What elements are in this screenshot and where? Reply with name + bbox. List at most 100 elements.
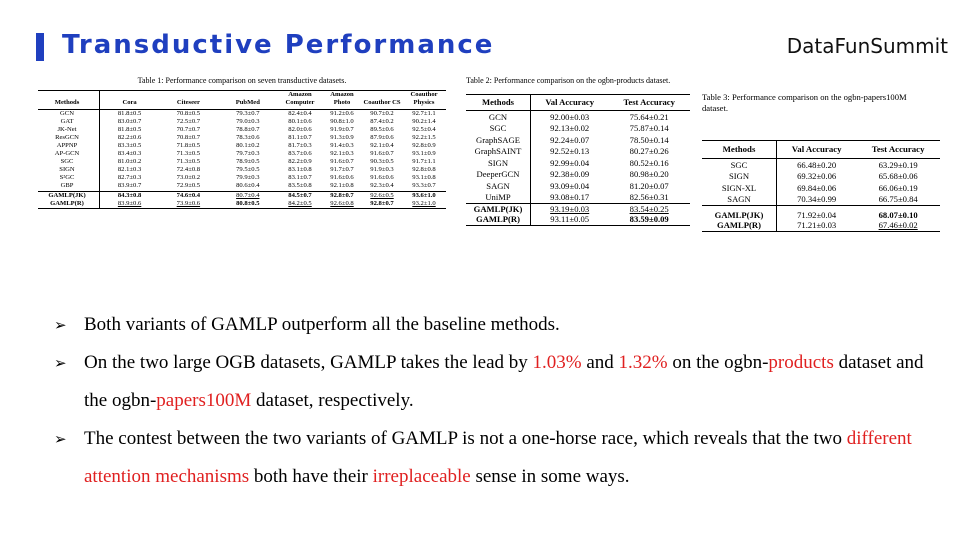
table3-col-header: Val Accuracy	[791, 144, 842, 154]
method-cell: AP-GCN	[38, 150, 100, 158]
value-cell: 80.6±0.4	[236, 182, 260, 189]
highlight-text: 1.32%	[618, 352, 668, 373]
value-cell: 70.7±0.7	[176, 126, 201, 133]
value-cell: 66.06±0.19	[878, 182, 918, 193]
value-cell: 84.2±0.5	[288, 200, 312, 207]
table-row: DeeperGCN 92.38±0.09 80.98±0.20	[466, 168, 690, 180]
method-cell: APPNP	[38, 142, 100, 150]
value-cell: 80.52±0.16	[629, 157, 669, 168]
method-cell: UniMP	[466, 191, 531, 203]
table-row: GAMLP(JK) 93.19±0.03 83.54±0.25	[466, 203, 690, 214]
value-cell: 84.5±0.7	[288, 192, 312, 199]
value-cell: 92.8±0.7	[330, 192, 354, 199]
value-cell: 90.2±1.4	[412, 118, 436, 125]
value-cell: 87.4±0.2	[370, 118, 394, 125]
bullet-text: On the two large OGB datasets, GAMLP tak…	[84, 352, 533, 373]
value-cell: 92.24±0.07	[550, 134, 590, 145]
value-cell: 72.9±0.5	[176, 182, 201, 189]
table-row: GBP 83.9±0.7 72.9±0.5 80.6±0.4 83.5±0.8 92.1±…	[38, 182, 446, 192]
table3-col-header: Methods	[702, 140, 777, 158]
value-cell: 81.8±0.5	[117, 126, 142, 133]
table1-col-header: Coauthor CS	[363, 99, 401, 106]
value-cell: 78.3±0.6	[236, 134, 260, 141]
table3-col-header: Test Accuracy	[871, 144, 925, 154]
value-cell: 72.5±0.7	[176, 118, 201, 125]
value-cell: 82.4±0.4	[288, 110, 312, 117]
value-cell: 93.19±0.03	[550, 203, 590, 214]
table-row: GAMLP(R) 83.9±0.6 73.9±0.6 80.8±0.5 84.2±0.5…	[38, 200, 446, 209]
method-cell: GAT	[38, 118, 100, 126]
arrow-bullet-icon: ➢	[54, 430, 67, 448]
bullet-item: ➢ On the two large OGB datasets, GAMLP t…	[54, 344, 934, 420]
value-cell: 67.46±0.02	[878, 220, 918, 230]
value-cell: 78.50±0.14	[629, 134, 669, 145]
value-cell: 93.6±1.0	[412, 192, 436, 199]
value-cell: 81.20±0.07	[629, 180, 669, 191]
method-cell: GAMLP(JK)	[702, 205, 777, 220]
value-cell: 83.54±0.25	[629, 203, 669, 214]
table1-col-header: PubMed	[235, 99, 260, 106]
table-row: GAMLP(JK) 71.92±0.04 68.07±0.10	[702, 205, 940, 220]
value-cell: 83.4±0.3	[117, 150, 142, 157]
value-cell: 71.92±0.04	[797, 209, 837, 220]
value-cell: 92.1±0.8	[330, 182, 354, 189]
table2: Methods Val Accuracy Test Accuracy GCN 92…	[466, 94, 690, 226]
table1-col-header: Cora	[122, 99, 137, 106]
method-cell: GAMLP(R)	[466, 214, 531, 225]
table-row: SIGN-XL 69.84±0.06 66.06±0.19	[702, 181, 940, 193]
value-cell: 92.6±0.5	[370, 192, 394, 199]
value-cell: 90.3±0.5	[370, 158, 394, 165]
bullet-text: on the ogbn-	[667, 352, 769, 373]
value-cell: 92.13±0.02	[550, 123, 590, 133]
table1-col-header: Methods	[38, 90, 100, 110]
value-cell: 82.1±0.3	[117, 166, 142, 173]
bullet-text: dataset and the ogbn-	[84, 352, 924, 411]
method-cell: SGC	[466, 122, 531, 134]
value-cell: 74.6±0.4	[176, 192, 201, 199]
table-row: S²GC 82.7±0.3 73.0±0.2 79.9±0.3 83.1±0.7 91.6…	[38, 174, 446, 182]
table-row: JK-Net 81.8±0.5 70.7±0.7 78.8±0.7 82.0±0.6 91…	[38, 126, 446, 134]
table-row: SAGN 93.09±0.04 81.20±0.07	[466, 179, 690, 191]
table-row: SIGN 82.1±0.3 72.4±0.8 79.5±0.5 83.1±0.8 91.7…	[38, 166, 446, 174]
method-cell: GCN	[38, 109, 100, 118]
value-cell: 75.87±0.14	[629, 123, 669, 133]
value-cell: 81.7±0.3	[288, 142, 312, 149]
table3-header-row: Methods Val Accuracy Test Accuracy	[702, 140, 940, 158]
value-cell: 92.00±0.03	[550, 111, 590, 122]
value-cell: 93.11±0.05	[550, 214, 590, 224]
value-cell: 70.8±0.5	[176, 110, 201, 117]
value-cell: 70.34±0.99	[797, 194, 837, 204]
bullet-text: dataset, respectively.	[251, 390, 414, 411]
highlight-text: products	[768, 352, 834, 373]
table2-block: Table 2: Performance comparison on the o…	[466, 76, 690, 226]
value-cell: 92.8±0.9	[412, 142, 436, 149]
value-cell: 82.2±0.6	[117, 134, 142, 141]
value-cell: 83.7±0.6	[288, 150, 312, 157]
method-cell: GAMLP(R)	[38, 200, 100, 209]
value-cell: 93.2±1.0	[412, 200, 436, 207]
table3-ours: GAMLP(JK) 71.92±0.04 68.07±0.10 GAMLP(R) 71.…	[702, 205, 940, 231]
table1-col-header: Citeseer	[176, 99, 200, 106]
method-cell: SIGN	[702, 170, 777, 182]
method-cell: SIGN	[466, 156, 531, 168]
table-row: ResGCN 82.2±0.6 70.8±0.7 78.3±0.6 81.1±0.7 91…	[38, 134, 446, 142]
method-cell: SGC	[702, 158, 777, 170]
value-cell: 72.4±0.8	[176, 166, 201, 173]
value-cell: 91.2±0.6	[330, 110, 354, 117]
bullet-item: ➢ Both variants of GAMLP outperform all …	[54, 306, 934, 344]
value-cell: 82.7±0.3	[117, 174, 142, 181]
table-row: GraphSAGE 92.24±0.07 78.50±0.14	[466, 133, 690, 145]
table3-caption: Table 3: Performance comparison on the o…	[702, 92, 907, 113]
value-cell: 83.0±0.7	[117, 118, 142, 125]
table-row: SIGN 92.99±0.04 80.52±0.16	[466, 156, 690, 168]
table3-baselines: SGC 66.48±0.20 63.29±0.19 SIGN 69.32±0.06 65.…	[702, 158, 940, 205]
value-cell: 79.7±0.3	[236, 150, 260, 157]
method-cell: GCN	[466, 110, 531, 122]
value-cell: 73.0±0.2	[176, 174, 201, 181]
value-cell: 80.98±0.20	[629, 169, 669, 179]
table1-col-header: Amazon Computer	[285, 91, 315, 106]
value-cell: 92.1±0.4	[370, 142, 394, 149]
table1-baselines: GCN 81.8±0.5 70.8±0.5 79.3±0.7 82.4±0.4 91.2±…	[38, 109, 446, 192]
value-cell: 66.48±0.20	[797, 159, 837, 170]
value-cell: 91.7±1.1	[412, 158, 436, 165]
